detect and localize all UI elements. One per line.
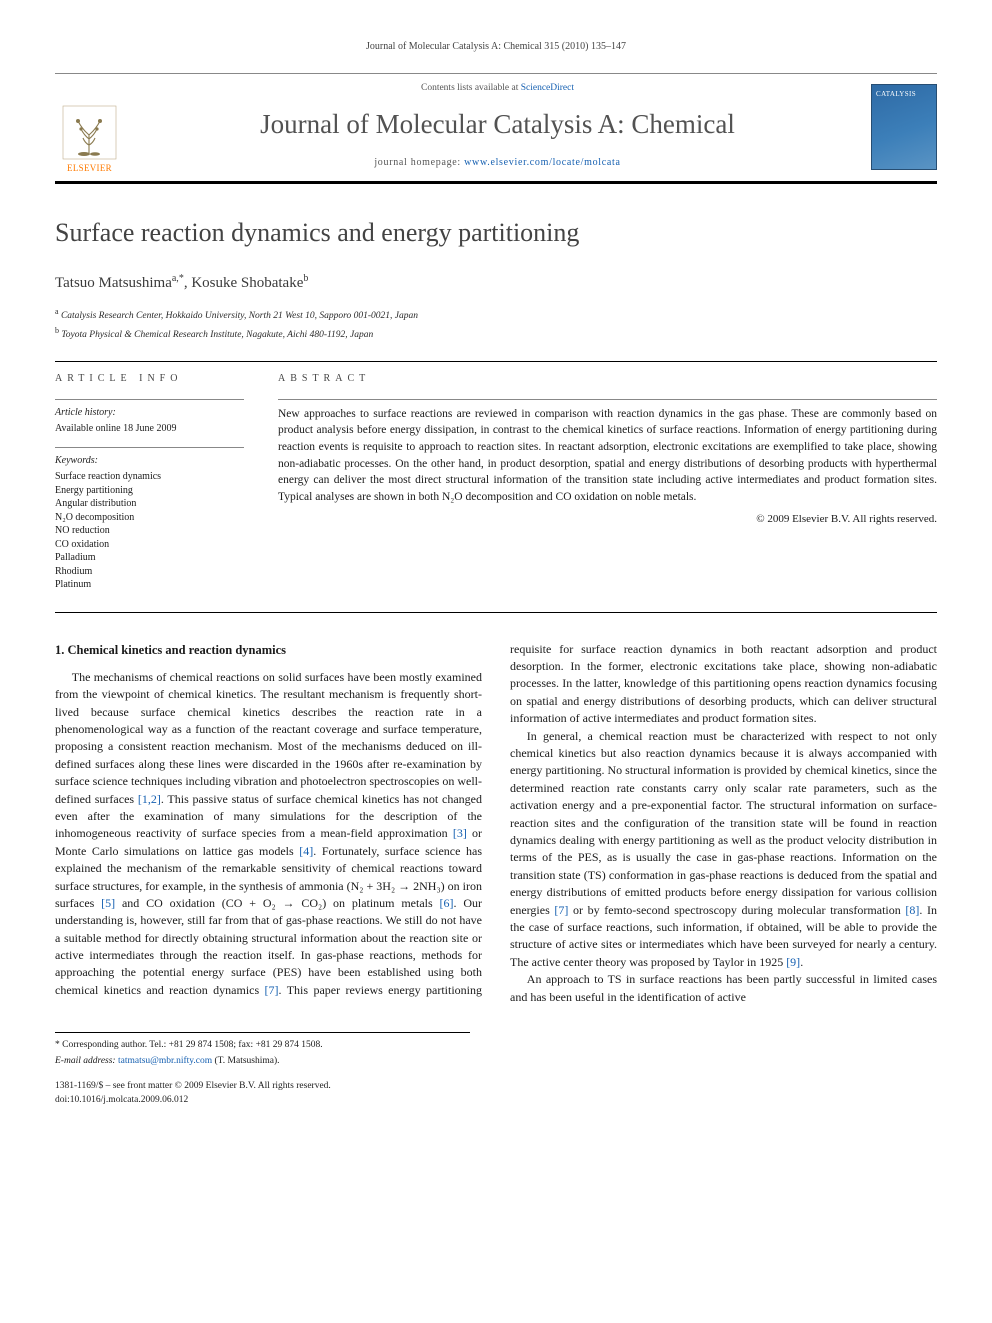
paragraph: In general, a chemical reaction must be … [510,728,937,971]
email-suffix: (T. Matsushima). [212,1056,279,1066]
keyword: Angular distribution [55,497,244,511]
citation-link[interactable]: [7] [554,903,568,917]
author-1-affref: a, [172,273,179,284]
keyword: Energy partitioning [55,484,244,498]
keyword: N₂O decomposition [55,511,244,525]
citation-link[interactable]: [7] [265,983,279,997]
citation-link[interactable]: [3] [453,826,467,840]
citation-link[interactable]: [5] [101,896,115,910]
keyword: Rhodium [55,565,244,579]
body-text: and CO oxidation (CO + O₂ → CO₂) on plat… [115,896,439,910]
author-1: Tatsuo Matsushima [55,275,172,291]
citation-link[interactable]: [6] [440,896,454,910]
citation-link[interactable]: [9] [786,955,800,969]
affiliations: a Catalysis Research Center, Hokkaido Un… [55,306,937,343]
article-info-heading: article info [55,372,244,387]
contents-prefix: Contents lists available at [421,83,521,93]
journal-cover-thumbnail: CATALYSIS [865,74,937,181]
contents-lists-line: Contents lists available at ScienceDirec… [138,82,857,96]
abstract-copyright: © 2009 Elsevier B.V. All rights reserved… [278,512,937,528]
article-history-text: Available online 18 June 2009 [55,422,244,437]
article-history-label: Article history: [55,406,244,421]
publisher-logo-text: ELSEVIER [67,162,112,175]
email-note: E-mail address: tatmatsu@mbr.nifty.com (… [55,1055,470,1069]
doi-line: doi:10.1016/j.molcata.2009.06.012 [55,1094,937,1108]
body-text: chemical kinetics and reaction dynamics [55,983,265,997]
publisher-logo: ELSEVIER [55,74,130,181]
citation-link[interactable]: [1,2] [138,792,161,806]
paragraph: An approach to TS in surface reactions h… [510,971,937,1006]
corresponding-author-note: * Corresponding author. Tel.: +81 29 874… [55,1039,470,1053]
citation-link[interactable]: [8] [905,903,919,917]
body-text: In general, a chemical reaction must be … [510,729,937,917]
journal-homepage-link[interactable]: www.elsevier.com/locate/molcata [464,157,621,168]
email-label: E-mail address: [55,1056,118,1066]
keyword: Palladium [55,551,244,565]
journal-name: Journal of Molecular Catalysis A: Chemic… [138,105,857,144]
abstract-text: New approaches to surface reactions are … [278,406,937,506]
keyword: Surface reaction dynamics [55,470,244,484]
keywords-block: Keywords: Surface reaction dynamics Ener… [55,447,244,592]
running-head: Journal of Molecular Catalysis A: Chemic… [55,40,937,55]
affiliation-b: Toyota Physical & Chemical Research Inst… [59,330,373,340]
footer-meta: 1381-1169/$ – see front matter © 2009 El… [55,1080,937,1108]
article-title: Surface reaction dynamics and energy par… [55,214,937,252]
affiliation-a: Catalysis Research Center, Hokkaido Univ… [59,312,418,322]
elsevier-tree-icon [62,105,117,160]
author-list: Tatsuo Matsushimaa,*, Kosuke Shobatakeb [55,272,937,295]
section-1-heading: 1. Chemical kinetics and reaction dynami… [55,641,482,659]
body-text: The mechanisms of chemical reactions on … [55,670,482,806]
article-info-column: article info Article history: Available … [55,362,260,612]
body-text: or by femto-second spectroscopy during m… [568,903,905,917]
journal-homepage-line: journal homepage: www.elsevier.com/locat… [138,156,857,171]
info-abstract-block: article info Article history: Available … [55,361,937,613]
keywords-label: Keywords: [55,454,244,469]
sciencedirect-link[interactable]: ScienceDirect [521,83,574,93]
body-text: An approach to TS in surface reactions h… [510,972,937,1003]
keyword: Platinum [55,578,244,592]
journal-masthead: ELSEVIER Contents lists available at Sci… [55,73,937,184]
footnotes: * Corresponding author. Tel.: +81 29 874… [55,1032,470,1069]
keyword: NO reduction [55,524,244,538]
abstract-heading: abstract [278,372,937,387]
homepage-prefix: journal homepage: [374,157,464,168]
keyword: CO oxidation [55,538,244,552]
author-email-link[interactable]: tatmatsu@mbr.nifty.com [118,1056,212,1066]
abstract-column: abstract New approaches to surface react… [260,362,937,612]
issn-line: 1381-1169/$ – see front matter © 2009 El… [55,1080,937,1094]
article-body: 1. Chemical kinetics and reaction dynami… [55,641,937,1006]
cover-title: CATALYSIS [876,89,932,99]
body-text: . [800,955,803,969]
author-2: Kosuke Shobatake [191,275,303,291]
article-history-block: Article history: Available online 18 Jun… [55,399,244,437]
author-2-affref: b [303,273,308,284]
citation-link[interactable]: [4] [299,844,313,858]
